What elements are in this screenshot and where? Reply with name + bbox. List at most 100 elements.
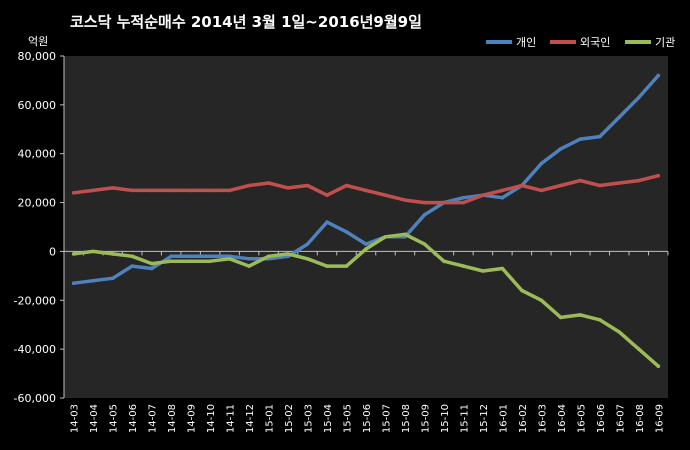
x-tick-label: 14-07 [148,404,159,433]
data-point [208,254,212,259]
data-point [71,252,76,256]
data-point [617,330,622,334]
data-point [188,259,193,264]
data-point [520,183,524,188]
data-point [637,347,641,351]
series-layer [71,73,661,369]
x-tick-label: 16-01 [498,404,509,433]
data-point [422,242,427,246]
data-point [422,213,427,217]
y-axis: -60,000 -40,000 -20,000 0 20,000 40,000 60,000… [14,50,65,405]
data-point [208,188,212,193]
data-point [559,183,563,188]
data-point [539,188,544,193]
data-point [403,232,407,237]
x-tick-label: 15-05 [343,404,354,433]
x-tick-label: 14-04 [89,404,100,433]
data-point [461,200,466,205]
data-point [91,249,95,254]
data-point [169,254,173,259]
data-point [656,173,661,178]
data-point [500,188,505,193]
data-point [227,188,232,193]
data-point [598,183,602,188]
y-tick-label: 0 [49,245,56,258]
x-tick-label: 15-02 [284,404,295,433]
data-point [169,188,173,193]
data-point [110,186,115,190]
data-point [481,269,485,273]
data-point [344,230,349,234]
data-point [500,195,505,200]
data-point [110,252,115,256]
x-tick-label: 16-02 [518,404,529,433]
x-tick-label: 16-06 [596,404,607,433]
x-tick-label: 16-05 [576,404,587,433]
data-point [130,254,134,259]
x-tick-label: 15-03 [304,404,315,433]
x-tick-label: 14-08 [167,404,178,433]
data-point [656,364,661,369]
plot-area [64,56,668,398]
x-axis: 14-03 14-04 14-05 14-06 14-07 14-08 14-09 14-10… [63,251,669,433]
y-tick-label: 40,000 [18,148,57,161]
x-tick-label: 14-10 [206,404,217,433]
data-point [71,281,76,286]
y-tick-label: 60,000 [18,99,57,112]
data-point [442,259,446,264]
data-point [266,181,271,185]
data-point [578,178,583,183]
data-point [91,188,95,193]
data-point [305,183,310,188]
chart-title: 코스닥 누적순매수 2014년 3월 1일~2016년9월9일 [70,13,422,31]
y-tick-label: -40,000 [14,343,56,356]
data-point [578,137,583,141]
y-tick-label: -20,000 [14,294,56,307]
x-tick-label: 15-11 [459,404,470,433]
data-point [559,315,563,320]
data-point [286,252,290,256]
data-point [656,73,661,78]
y-tick-label: 80,000 [18,50,57,63]
data-point [442,200,446,205]
data-point [520,288,524,293]
x-tick-label: 14-09 [187,404,198,433]
data-point [286,186,290,190]
data-point [247,257,251,261]
x-tick-label: 15-10 [440,404,451,433]
data-point [637,178,641,183]
data-point [403,198,407,202]
x-tick-label: 14-11 [226,404,237,433]
legend-label: 개인 [516,36,536,49]
data-point [617,181,622,185]
data-point [598,318,602,322]
data-point [91,278,95,283]
data-point [344,183,349,188]
data-point [247,183,251,188]
data-point [364,242,368,246]
x-tick-label: 15-09 [420,404,431,433]
data-point [637,95,641,100]
y-tick-label: 20,000 [18,197,57,210]
data-point [188,254,193,259]
x-tick-label: 16-09 [654,404,665,433]
data-point [169,259,173,264]
data-point [305,257,310,261]
x-tick-label: 16-04 [557,404,568,433]
data-point [266,254,271,259]
x-tick-label: 16-08 [635,404,646,433]
legend-label: 기관 [655,36,675,49]
legend-label: 외국인 [580,36,610,49]
data-point [598,134,602,139]
x-tick-label: 15-01 [265,404,276,433]
x-tick-label: 15-04 [323,404,334,433]
x-tick-label: 15-12 [479,404,490,433]
data-point [344,264,349,268]
data-point [500,266,505,271]
legend: 개인 외국인 기관 [486,36,675,49]
data-point [110,276,115,281]
data-point [461,264,466,268]
x-tick-label: 16-07 [615,404,626,433]
data-point [481,193,485,197]
y-axis-unit-label: 억원 [28,35,48,48]
